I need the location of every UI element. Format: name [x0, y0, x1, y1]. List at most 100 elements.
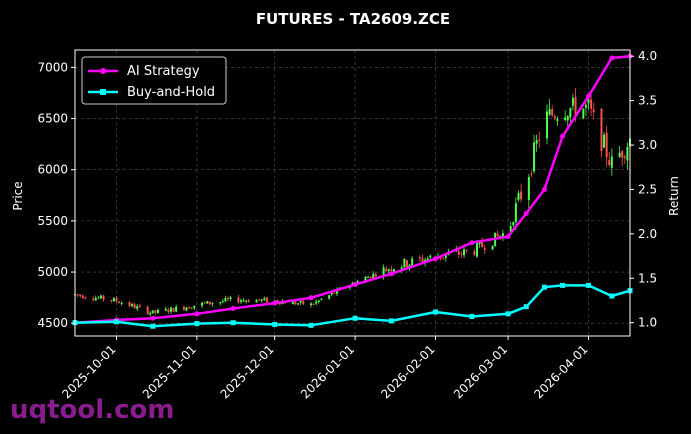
legend-label-ai: AI Strategy: [127, 64, 200, 79]
candle-body: [621, 151, 624, 158]
candle-body: [442, 257, 445, 259]
candle-body: [364, 276, 367, 281]
ai-strategy-point: [150, 315, 156, 321]
candle-body: [84, 297, 87, 299]
candle-body: [483, 248, 486, 250]
candle-body: [496, 233, 499, 237]
candle-body: [320, 298, 323, 300]
candle-body: [385, 269, 388, 272]
candle-body: [457, 251, 460, 255]
candle-body: [473, 251, 476, 255]
buy-and-hold-point: [388, 318, 394, 324]
candle-body: [221, 301, 224, 303]
watermark: uqtool.com: [10, 395, 174, 425]
candle-body: [533, 142, 536, 172]
y2-tick-label: 1.5: [638, 271, 657, 285]
y-axis-left: 4500 5000 5500 6000 6500 7000: [37, 60, 75, 330]
candle-body: [131, 304, 134, 307]
candle-body: [390, 269, 393, 272]
ai-strategy-point: [560, 133, 566, 139]
candle-body: [102, 295, 105, 300]
candle-body: [538, 139, 541, 141]
candle-body: [81, 295, 84, 299]
candle-body: [167, 309, 170, 313]
candle-body: [175, 306, 178, 312]
candle-body: [566, 116, 569, 121]
ai-strategy-point: [523, 210, 529, 216]
candle-body: [297, 303, 300, 305]
candle-body: [405, 260, 408, 268]
candle-body: [188, 307, 191, 309]
candle-body: [237, 297, 240, 303]
candle-body: [600, 108, 603, 151]
legend-item-ai: AI Strategy: [88, 64, 200, 79]
candle-body: [372, 273, 375, 279]
candle-body: [618, 152, 621, 157]
candle-body: [421, 258, 424, 263]
candle-body: [574, 96, 577, 117]
legend-label-bh: Buy-and-Hold: [127, 85, 215, 100]
candle-body: [392, 269, 395, 273]
candle-body: [294, 301, 297, 305]
buy-and-hold-point: [150, 323, 156, 329]
buy-and-hold-point: [432, 309, 438, 315]
grid: [75, 50, 630, 336]
candle-body: [92, 298, 95, 300]
candle-body: [418, 257, 421, 259]
candle-body: [626, 147, 629, 161]
buy-and-hold-point: [469, 313, 475, 319]
candle-body: [219, 301, 222, 304]
candle-body: [460, 253, 463, 255]
candle-body: [369, 276, 372, 278]
candle-body: [499, 235, 502, 238]
candle-body: [623, 156, 626, 158]
candle-body: [382, 267, 385, 276]
candle-body: [224, 298, 227, 302]
candle-body: [590, 99, 593, 109]
candle-body: [312, 303, 315, 305]
candle-body: [169, 307, 172, 312]
candle-body: [317, 300, 320, 302]
candle-body: [118, 301, 121, 304]
buy-and-hold-point: [352, 315, 358, 321]
candle-body: [429, 255, 432, 258]
y-tick-label: 7000: [37, 60, 68, 74]
candle-body: [115, 297, 118, 302]
candle-body: [133, 304, 136, 309]
candle-body: [603, 134, 606, 148]
candle-body: [99, 295, 102, 299]
candle-body: [172, 308, 175, 312]
candle-body: [149, 312, 152, 315]
candle-body: [276, 300, 279, 303]
ai-strategy-point: [194, 311, 200, 317]
candle-body: [374, 274, 377, 277]
ai-strategy-point: [469, 240, 475, 246]
y-tick-label: 6500: [37, 112, 68, 126]
candle-body: [315, 301, 318, 304]
ai-strategy-point: [505, 234, 511, 240]
candle-body: [335, 289, 338, 294]
candle-body: [465, 249, 468, 251]
buy-and-hold-point: [194, 321, 200, 327]
buy-and-hold-point: [230, 320, 236, 326]
candle-body: [242, 300, 245, 302]
candle-body: [211, 303, 214, 305]
candle-body: [206, 301, 209, 304]
y2-tick-label: 2.5: [638, 182, 657, 196]
y-tick-label: 5500: [37, 214, 68, 228]
ai-strategy-point: [230, 305, 236, 311]
candle-body: [605, 132, 608, 158]
candle-body: [151, 310, 154, 314]
buy-and-hold-point: [505, 311, 511, 317]
ai-strategy-point: [586, 93, 592, 99]
ai-strategy-point: [308, 295, 314, 301]
candle-body: [387, 269, 390, 271]
candle-body: [146, 306, 149, 314]
candle-body: [245, 300, 248, 302]
candle-body: [263, 298, 266, 300]
ai-strategy-point: [609, 55, 615, 61]
candle-body: [79, 294, 82, 296]
candle-body: [546, 111, 549, 139]
candle-body: [255, 300, 258, 303]
y-tick-label: 5000: [37, 265, 68, 279]
